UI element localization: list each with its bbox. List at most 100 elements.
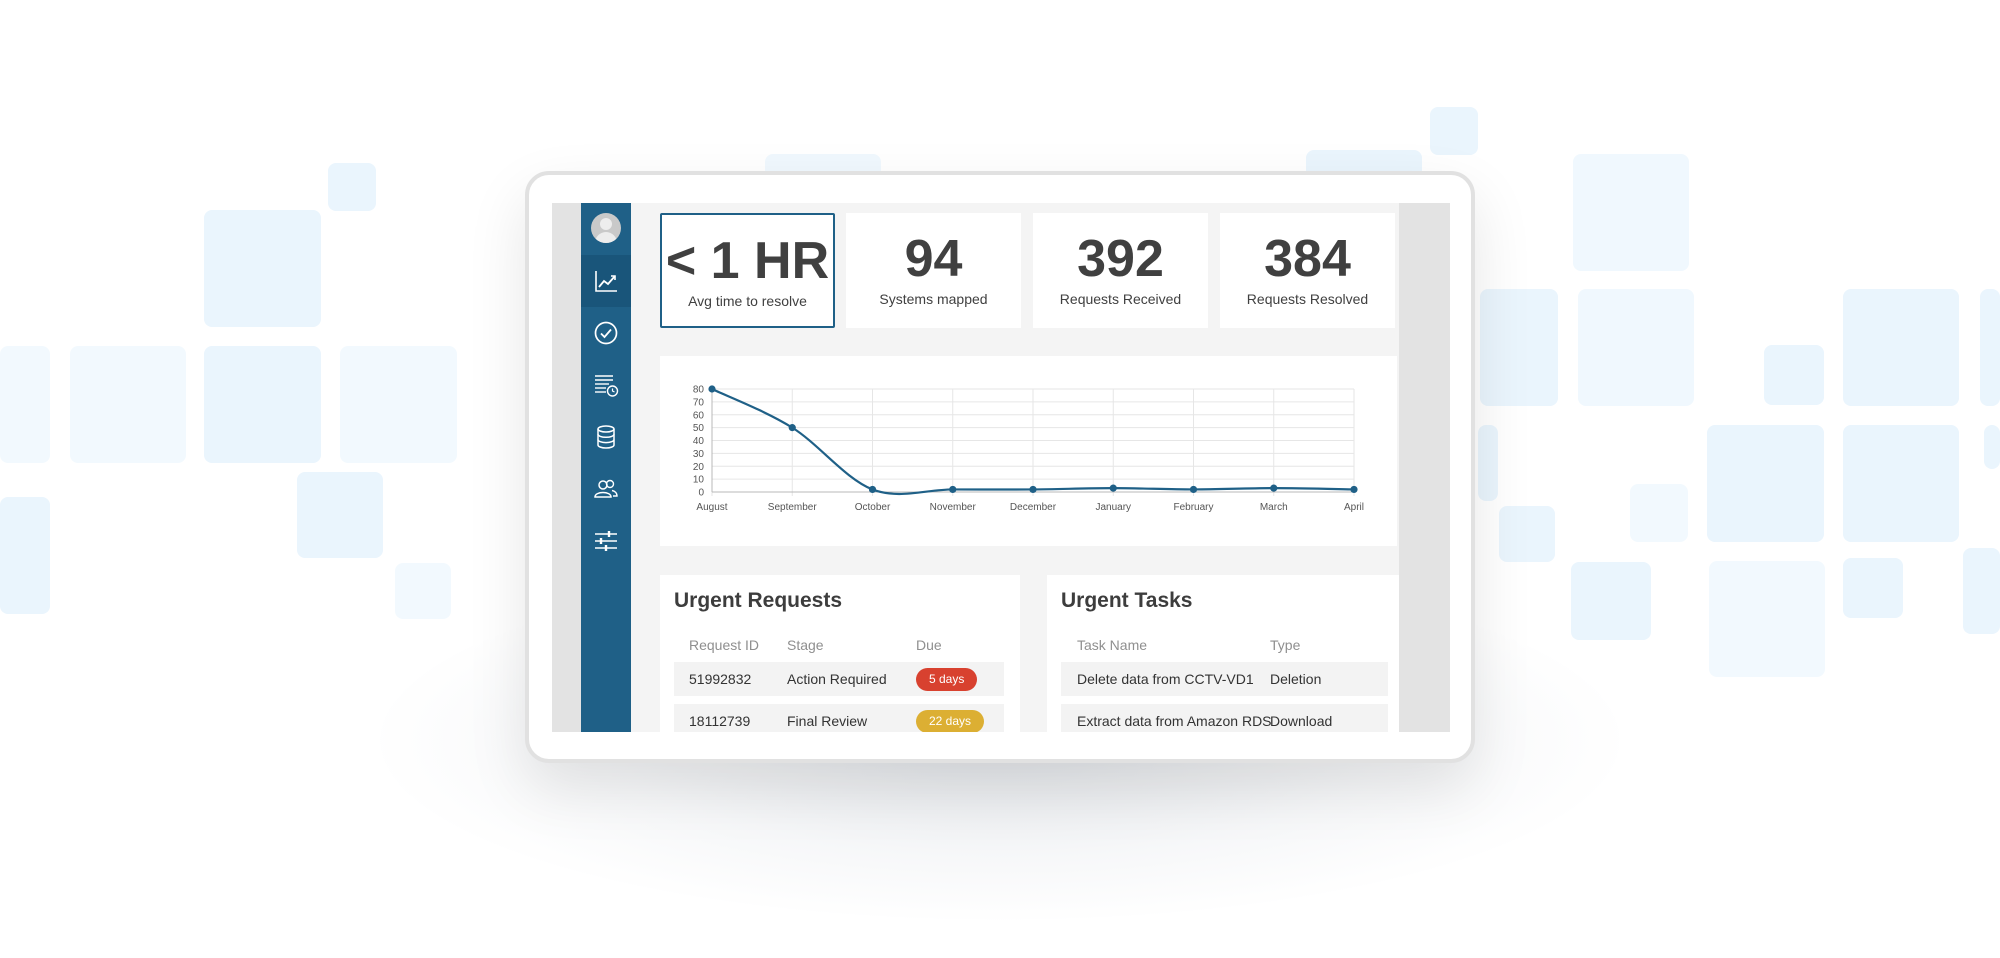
table-row[interactable]: Extract data from Amazon RDS Download — [1061, 704, 1388, 732]
background-square — [0, 497, 50, 614]
data-point — [1189, 485, 1198, 494]
background-square — [1571, 562, 1651, 640]
check-circle-icon — [594, 321, 618, 345]
stat-card-systems-mapped[interactable]: 94 Systems mapped — [846, 213, 1021, 328]
table-row[interactable]: 18112739 Final Review 22 days — [674, 704, 1004, 732]
stage-cell: Final Review — [787, 713, 868, 729]
column-header-due: Due — [916, 637, 942, 653]
background-square — [1573, 154, 1689, 271]
sidebar-item-tasks[interactable] — [581, 307, 631, 359]
urgent-tasks-panel: Urgent Tasks Task Name Type Delete data … — [1047, 575, 1399, 732]
stat-label: Requests Resolved — [1246, 291, 1369, 307]
list-clock-icon — [595, 375, 619, 397]
background-square — [1980, 289, 2000, 406]
data-point — [708, 385, 716, 393]
task-type-cell: Deletion — [1270, 671, 1322, 687]
x-tick-label: February — [1173, 502, 1213, 513]
y-tick-label: 50 — [693, 423, 705, 434]
stat-value: < 1 HR — [665, 232, 830, 290]
stat-label: Avg time to resolve — [688, 293, 807, 309]
x-tick-label: November — [930, 502, 977, 513]
due-badge: 5 days — [916, 668, 978, 691]
line-chart-icon — [595, 271, 617, 292]
background-square — [395, 563, 451, 619]
stat-label: Requests Received — [1059, 291, 1182, 307]
table-row[interactable]: Delete data from CCTV-VD1 Deletion — [1061, 662, 1388, 696]
dashboard-app: < 1 HR Avg time to resolve 94 Systems ma… — [581, 203, 1399, 732]
y-tick-label: 60 — [693, 410, 705, 421]
y-tick-label: 10 — [693, 475, 705, 486]
background-square — [340, 346, 457, 463]
tablet-screen: < 1 HR Avg time to resolve 94 Systems ma… — [552, 203, 1450, 732]
sidebar-item-analytics[interactable] — [581, 255, 631, 307]
x-tick-label: April — [1344, 502, 1364, 513]
data-point — [1109, 484, 1117, 492]
background-square — [1499, 506, 1555, 562]
background-square — [1843, 289, 1959, 406]
background-square — [1430, 107, 1478, 155]
data-point — [788, 424, 796, 432]
user-avatar-icon[interactable] — [591, 213, 621, 243]
task-name-cell: Delete data from CCTV-VD1 — [1077, 671, 1254, 687]
requests-chart-card: 0 10 20 30 40 50 60 70 80 August September October N… — [660, 356, 1397, 546]
data-point — [868, 485, 877, 494]
data-point — [949, 485, 957, 494]
stat-card-requests-resolved[interactable]: 384 Requests Resolved — [1220, 213, 1395, 328]
background-square — [1478, 425, 1498, 501]
background-square — [1707, 425, 1824, 542]
background-square — [0, 346, 50, 463]
y-tick-label: 30 — [693, 449, 705, 460]
y-tick-label: 0 — [698, 488, 704, 499]
background-square — [1843, 425, 1959, 542]
background-square — [328, 163, 376, 211]
sidebar — [581, 203, 631, 732]
database-icon — [597, 425, 615, 449]
request-id-cell: 18112739 — [689, 713, 751, 729]
background-square — [204, 210, 321, 327]
sidebar-item-reports[interactable] — [581, 359, 631, 411]
stage-cell: Action Required — [787, 671, 887, 687]
y-tick-label: 70 — [693, 397, 705, 408]
stat-value: 384 — [1264, 230, 1351, 288]
background-square — [1984, 425, 2000, 469]
background-square — [1709, 561, 1825, 677]
request-id-cell: 51992832 — [689, 671, 752, 687]
sidebar-item-users[interactable] — [581, 463, 631, 515]
panel-title: Urgent Tasks — [1061, 589, 1193, 612]
stat-card-requests-received[interactable]: 392 Requests Received — [1033, 213, 1208, 328]
column-header-type: Type — [1270, 637, 1301, 653]
avatar-head — [600, 218, 612, 230]
column-header-request-id: Request ID — [689, 637, 760, 653]
data-point — [1270, 484, 1278, 492]
task-type-cell: Download — [1270, 713, 1333, 729]
x-tick-label: October — [855, 502, 891, 513]
background-square — [1963, 548, 2000, 634]
background-square — [70, 346, 186, 463]
column-header-task-name: Task Name — [1077, 637, 1148, 653]
stat-label: Systems mapped — [879, 291, 988, 307]
x-tick-label: December — [1010, 502, 1057, 513]
sidebar-item-data[interactable] — [581, 411, 631, 463]
avatar-shoulders — [595, 232, 617, 243]
background-square — [297, 472, 383, 558]
sliders-icon — [595, 531, 617, 551]
background-square — [1578, 289, 1694, 406]
sidebar-item-settings[interactable] — [581, 515, 631, 567]
stat-value: 392 — [1077, 230, 1164, 288]
background-square — [1843, 558, 1903, 618]
table-row[interactable]: 51992832 Action Required 5 days — [674, 662, 1004, 696]
data-point — [1350, 485, 1358, 494]
y-tick-label: 80 — [693, 385, 705, 396]
x-tick-label: September — [768, 502, 818, 513]
users-icon — [594, 479, 618, 498]
x-tick-label: August — [696, 502, 727, 513]
x-tick-label: March — [1260, 502, 1288, 513]
stat-value: 94 — [904, 230, 963, 288]
column-header-stage: Stage — [787, 637, 824, 653]
background-square — [1764, 345, 1824, 405]
y-tick-label: 20 — [693, 462, 705, 473]
stat-card-avg-time[interactable]: < 1 HR Avg time to resolve — [660, 213, 835, 328]
background-square — [204, 346, 321, 463]
panel-title: Urgent Requests — [674, 589, 843, 612]
